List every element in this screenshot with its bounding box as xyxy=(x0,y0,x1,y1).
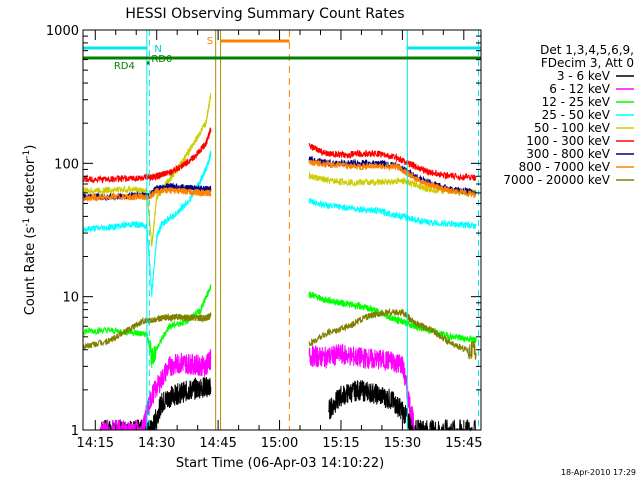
series-line-4-seg-2 xyxy=(308,197,477,230)
series-line-5-seg-1 xyxy=(82,93,212,247)
y-tick-label-1: 1 xyxy=(71,424,79,439)
x-tick-label-1530: 15:30 xyxy=(384,436,421,451)
annotation-saa: S xyxy=(207,36,213,47)
x-tick-label-1500: 15:00 xyxy=(261,436,298,451)
x-axis-label: Start Time (06-Apr-03 14:10:22) xyxy=(176,456,384,471)
series-line-5-seg-2 xyxy=(308,171,477,197)
series-line-1-seg-2 xyxy=(328,380,477,432)
series-line-3-seg-2 xyxy=(308,291,477,344)
legend: Det 1,3,4,5,6,9, FDecim 3, Att 0 3 - 6 k… xyxy=(503,43,634,187)
x-tick-label-1545: 15:45 xyxy=(445,436,482,451)
y-axis-label: Count Rate (s-1 detector-1) xyxy=(22,145,38,316)
x-tick-label-1415: 14:15 xyxy=(77,436,114,451)
legend-label-6: 100 - 300 keV xyxy=(526,134,610,148)
series-line-8-seg-1 xyxy=(82,186,212,202)
legend-label-7: 300 - 800 keV xyxy=(526,147,610,161)
series-line-2-seg-2 xyxy=(308,343,415,431)
y-tick-label-1000: 1000 xyxy=(46,24,79,39)
legend-label-2: 6 - 12 keV xyxy=(549,82,611,96)
series-line-9-seg-2 xyxy=(308,307,477,360)
axes-layer: 1 10 100 1000 14:15 14:30 14:45 15:00 15:15 15:30… xyxy=(46,24,483,451)
y-axis-label-mid: detector xyxy=(23,158,38,218)
y-axis-label-sup1: -1 xyxy=(22,218,32,227)
y-axis-label-main: Count Rate (s xyxy=(23,227,38,316)
annotation-rd0: RD0 xyxy=(151,54,172,65)
chart-title: HESSI Observing Summary Count Rates xyxy=(125,6,404,22)
legend-header-line-1: Det 1,3,4,5,6,9, xyxy=(540,43,634,57)
y-axis-label-sup2: -1 xyxy=(22,150,32,159)
y-tick-label-100: 100 xyxy=(54,157,79,172)
x-tick-label-1445: 14:45 xyxy=(199,436,236,451)
legend-label-3: 12 - 25 keV xyxy=(542,95,611,109)
y-tick-label-10: 10 xyxy=(62,291,79,306)
plot-frame xyxy=(82,29,482,431)
legend-label-9: 7000 - 20000 keV xyxy=(503,173,610,187)
legend-label-4: 25 - 50 keV xyxy=(542,108,611,122)
x-tick-label-1430: 14:30 xyxy=(138,436,175,451)
y-axis-label-end: ) xyxy=(23,145,38,150)
footer-timestamp: 18-Apr-2010 17:29 xyxy=(561,468,636,477)
series-line-9-seg-1 xyxy=(82,312,212,350)
series-line-6-seg-1 xyxy=(82,127,212,184)
legend-label-8: 800 - 7000 keV xyxy=(519,160,611,174)
x-tick-label-1515: 15:15 xyxy=(322,436,359,451)
series-line-8-seg-2 xyxy=(308,157,477,198)
legend-label-5: 50 - 100 keV xyxy=(534,121,611,135)
annotation-rd4: RD4 xyxy=(114,61,135,72)
legend-header-line-2: FDecim 3, Att 0 xyxy=(541,56,634,70)
series-line-4-seg-1 xyxy=(82,150,212,298)
series-line-7-seg-2 xyxy=(308,155,477,198)
series-line-6-seg-2 xyxy=(308,143,477,182)
annotation-night: N xyxy=(154,44,161,55)
legend-label-1: 3 - 6 keV xyxy=(557,69,611,83)
